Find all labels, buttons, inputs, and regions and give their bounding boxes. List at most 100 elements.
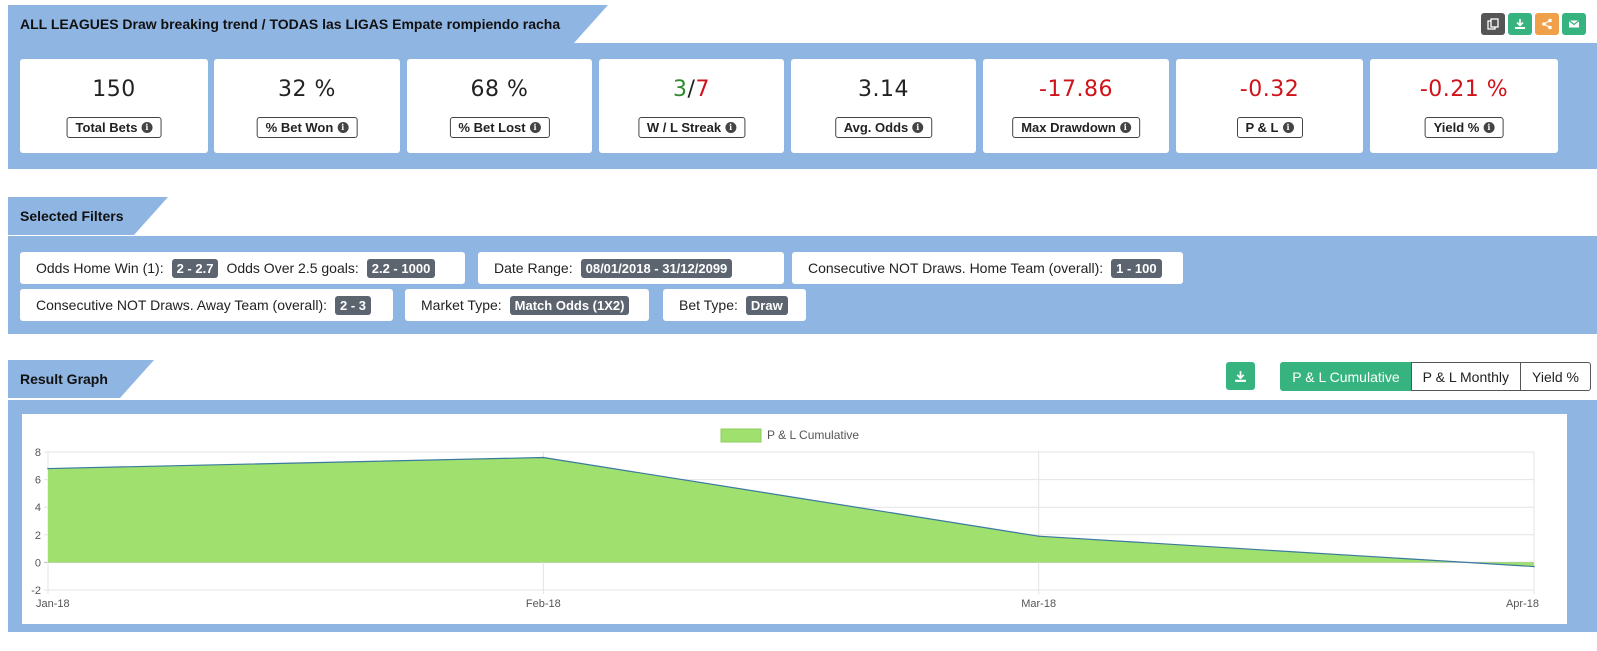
filter-chip-date: Date Range: 08/01/2018 - 31/12/2099 (478, 252, 784, 284)
stat-label-text: Max Drawdown (1021, 120, 1116, 135)
report-title: ALL LEAGUES Draw breaking trend / TODAS … (8, 5, 608, 43)
y-tick-label: -2 (31, 585, 41, 597)
data-point (1533, 565, 1535, 568)
stat-label-text: Avg. Odds (843, 120, 909, 135)
stat-value: -0.32 (1239, 77, 1300, 102)
stat-label-text: Yield % (1433, 120, 1480, 135)
chart-container: -2 0 2 4 6 8 Jan-18 Feb-18 Mar-18 Apr-18 P & L Cum… (22, 414, 1567, 624)
streak-won: 3 (673, 77, 688, 102)
filters-title-text: Selected Filters (20, 208, 124, 224)
stat-label[interactable]: W / L Streak i (637, 117, 746, 138)
x-tick-label: Apr-18 (1506, 598, 1539, 610)
stat-value: 3.14 (858, 77, 909, 102)
tab-pl-monthly[interactable]: P & L Monthly (1410, 362, 1522, 391)
data-point (47, 467, 49, 470)
stat-label-text: W / L Streak (646, 120, 722, 135)
stat-wl-streak: 3/7 W / L Streak i (599, 59, 784, 153)
stat-label-text: Total Bets (75, 120, 138, 135)
filter-label: Consecutive NOT Draws. Away Team (overal… (36, 297, 327, 313)
filter-label: Odds Over 2.5 goals: (226, 260, 359, 276)
filter-label: Market Type: (421, 297, 502, 313)
filter-value: 2.2 - 1000 (366, 258, 436, 278)
stat-value: 32 % (278, 77, 336, 102)
info-icon[interactable]: i (141, 122, 153, 133)
stat-label[interactable]: Total Bets i (66, 117, 162, 138)
filter-label: Consecutive NOT Draws. Home Team (overal… (808, 260, 1104, 276)
graph-panel: -2 0 2 4 6 8 Jan-18 Feb-18 Mar-18 Apr-18 P & L Cum… (8, 400, 1597, 632)
data-point (1037, 535, 1040, 537)
info-icon[interactable]: i (529, 122, 541, 133)
y-tick-label: 6 (35, 475, 41, 487)
stats-panel: 150 Total Bets i 32 % % Bet Won i 68 % % B… (8, 43, 1597, 169)
series-area (48, 457, 1534, 567)
filter-label: Bet Type: (679, 297, 738, 313)
legend-swatch (720, 428, 762, 443)
stat-label[interactable]: Avg. Odds i (834, 117, 933, 138)
filter-chip-bet-type: Bet Type: Draw (663, 289, 806, 321)
series-line (47, 456, 1535, 568)
filter-value: 2 - 3 (335, 295, 372, 315)
stat-label[interactable]: % Bet Won i (256, 117, 358, 138)
legend-label: P & L Cumulative (767, 428, 859, 442)
stat-value: 150 (92, 77, 136, 102)
info-icon[interactable]: i (725, 122, 737, 133)
x-tick-label: Jan-18 (36, 598, 70, 610)
download-icon[interactable] (1508, 13, 1532, 35)
stat-value: 68 % (470, 77, 529, 102)
stat-value: 3/7 (599, 77, 784, 102)
streak-lost: 7 (695, 77, 710, 102)
stat-total-bets: 150 Total Bets i (20, 59, 208, 153)
stat-label-text: % Bet Won (265, 120, 334, 135)
stat-avg-odds: 3.14 Avg. Odds i (791, 59, 976, 153)
x-tick-label: Feb-18 (526, 598, 561, 610)
tab-yield[interactable]: Yield % (1520, 362, 1591, 391)
stat-label-text: P & L (1245, 120, 1279, 135)
filter-value: 2 - 2.7 (171, 258, 219, 278)
filter-chip-away-draws: Consecutive NOT Draws. Away Team (overal… (20, 289, 393, 321)
stat-value: -17.86 (1039, 77, 1113, 102)
info-icon[interactable]: i (1282, 122, 1294, 133)
stat-label-text: % Bet Lost (458, 120, 526, 135)
filter-value: 1 - 100 (1111, 258, 1162, 278)
report-title-text: ALL LEAGUES Draw breaking trend / TODAS … (20, 16, 561, 32)
header-actions (1481, 13, 1586, 35)
filter-chip-odds: Odds Home Win (1): 2 - 2.7 Odds Over 2.5… (20, 252, 465, 284)
filter-value: Match Odds (1X2) (509, 295, 630, 315)
email-icon[interactable] (1562, 13, 1586, 35)
info-icon[interactable]: i (1119, 122, 1131, 133)
graph-download-button[interactable] (1226, 362, 1255, 390)
copy-icon[interactable] (1481, 13, 1505, 35)
data-point (542, 456, 545, 459)
filters-panel: Odds Home Win (1): 2 - 2.7 Odds Over 2.5… (8, 236, 1597, 334)
info-icon[interactable]: i (1483, 122, 1495, 133)
filters-title: Selected Filters (8, 197, 168, 235)
stat-label[interactable]: Yield % i (1424, 117, 1504, 138)
stat-yield: -0.21 % Yield % i (1370, 59, 1558, 153)
stat-label[interactable]: % Bet Lost i (449, 117, 550, 138)
filter-label: Date Range: (494, 260, 573, 276)
streak-separator: / (687, 77, 696, 102)
share-icon[interactable] (1535, 13, 1559, 35)
stat-bet-lost: 68 % % Bet Lost i (407, 59, 592, 153)
tab-pl-cumulative[interactable]: P & L Cumulative (1280, 362, 1412, 391)
filter-chip-market: Market Type: Match Odds (1X2) (405, 289, 649, 321)
info-icon[interactable]: i (337, 122, 349, 133)
stat-bet-won: 32 % % Bet Won i (214, 59, 400, 153)
y-tick-label: 8 (35, 447, 41, 459)
pl-cumulative-chart: -2 0 2 4 6 8 Jan-18 Feb-18 Mar-18 Apr-18 P & L Cum… (31, 428, 1539, 610)
filter-label: Odds Home Win (1): (36, 260, 164, 276)
graph-title: Result Graph (8, 360, 154, 398)
filter-chip-home-draws: Consecutive NOT Draws. Home Team (overal… (792, 252, 1183, 284)
stat-label[interactable]: Max Drawdown i (1012, 117, 1140, 138)
filter-value: 08/01/2018 - 31/12/2099 (580, 258, 733, 278)
x-tick-label: Mar-18 (1021, 598, 1056, 610)
download-icon (1235, 370, 1246, 382)
stat-max-drawdown: -17.86 Max Drawdown i (983, 59, 1169, 153)
info-icon[interactable]: i (912, 122, 924, 133)
y-tick-label: 2 (35, 530, 41, 542)
y-tick-label: 0 (35, 557, 41, 569)
graph-title-text: Result Graph (20, 371, 108, 387)
graph-tabs: P & L Cumulative P & L Monthly Yield % (1280, 362, 1591, 391)
